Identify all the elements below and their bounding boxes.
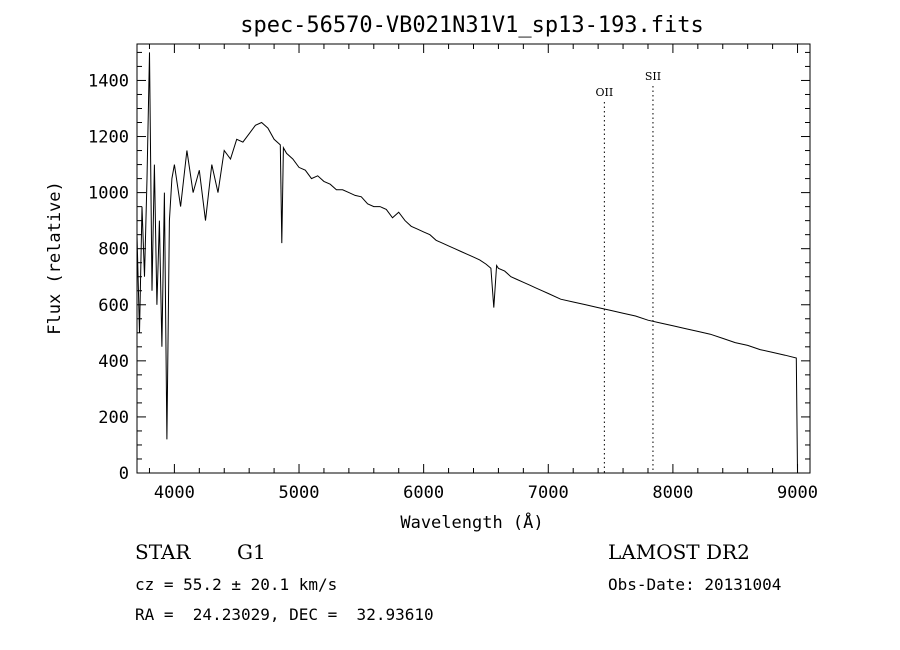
y-tick-label: 200 [98,408,129,428]
x-axis-label: Wavelength (Å) [400,511,543,533]
y-tick-label: 1400 [88,71,129,91]
y-tick-label: 800 [98,240,129,260]
y-tick-label: 400 [98,352,129,372]
object-class: STAR [135,540,191,564]
y-tick-label: 1000 [88,184,129,204]
redshift-velocity: cz = 55.2 ± 20.1 km/s [135,575,337,594]
spectrum-line [136,52,798,474]
x-tick-label: 7000 [528,483,569,503]
x-tick-label: 6000 [403,483,444,503]
annotation-label: OII [596,86,614,99]
plot-frame [136,43,811,474]
survey-name: LAMOST DR2 [608,540,750,564]
y-tick-label: 600 [98,296,129,316]
x-axis-ticks: 4000 5000 6000 7000 8000 9000 [148,44,818,503]
x-tick-label: 5000 [279,483,320,503]
emission-line-markers: OII SII [596,70,661,473]
y-tick-label: 1200 [88,128,129,148]
ra-dec-coordinates: RA = 24.23029, DEC = 32.93610 [135,605,434,624]
object-subclass: G1 [237,540,266,564]
x-tick-label: 9000 [777,483,818,503]
y-axis-ticks: 0 200 400 600 800 1000 1200 1400 [88,51,810,484]
x-tick-label: 4000 [154,483,195,503]
annotation-label: SII [645,70,661,83]
x-tick-label: 8000 [652,483,693,503]
observation-date: Obs-Date: 20131004 [608,575,781,594]
chart-title: spec-56570-VB021N31V1_sp13-193.fits [240,13,704,38]
y-tick-label: 0 [119,464,129,484]
y-axis-label: Flux (relative) [45,181,65,335]
